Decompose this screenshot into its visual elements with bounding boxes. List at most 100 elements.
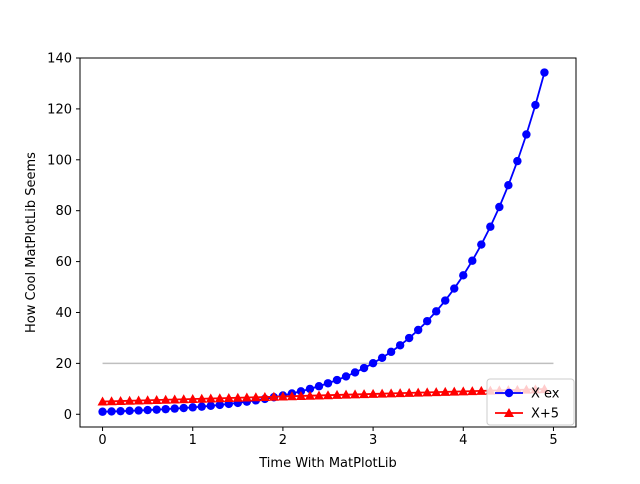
- data-point: [350, 389, 361, 399]
- data-point: [468, 256, 477, 265]
- data-point: [531, 100, 540, 110]
- data-point: [341, 389, 352, 399]
- x-axis-label: Time With MatPlotLib: [258, 456, 396, 471]
- data-point: [277, 391, 288, 401]
- plot-area: [97, 68, 554, 416]
- series-line: [102, 388, 545, 403]
- data-point: [223, 392, 234, 402]
- axis-ticks: 0 1 2 3 4 5 0 20 40 60 80 100 120 140: [47, 52, 557, 449]
- data-point: [295, 390, 306, 400]
- data-point: [359, 389, 370, 399]
- data-point: [413, 325, 423, 335]
- data-point: [404, 333, 414, 343]
- data-point: [432, 307, 441, 316]
- x-tick-label: 5: [549, 433, 557, 448]
- data-point: [187, 394, 198, 404]
- x-tick-label: 0: [98, 433, 106, 448]
- legend-marker: [504, 388, 514, 398]
- data-point: [286, 391, 297, 401]
- legend-label: X+5: [531, 407, 559, 422]
- data-point: [188, 403, 197, 412]
- data-point: [313, 390, 324, 400]
- data-point: [540, 68, 549, 77]
- legend-label: X ex: [531, 387, 560, 402]
- data-point: [441, 296, 450, 305]
- data-point: [214, 393, 225, 403]
- data-point: [151, 395, 162, 405]
- x-tick-label: 2: [279, 433, 287, 448]
- data-point: [395, 388, 406, 398]
- y-tick-label: 40: [55, 306, 72, 321]
- data-point: [124, 395, 135, 405]
- data-point: [359, 363, 369, 373]
- data-point: [241, 392, 252, 402]
- data-point: [314, 382, 324, 391]
- x-tick-label: 3: [369, 433, 377, 448]
- data-point: [449, 386, 460, 396]
- data-point: [178, 394, 189, 404]
- data-point: [332, 389, 343, 399]
- data-point: [341, 372, 351, 381]
- y-tick-label: 140: [47, 52, 72, 67]
- x-tick-label: 4: [459, 433, 467, 448]
- data-point: [368, 388, 379, 398]
- data-point: [197, 402, 206, 411]
- data-point: [215, 400, 224, 410]
- data-point: [522, 130, 531, 139]
- data-point: [116, 406, 125, 416]
- data-point: [377, 388, 388, 398]
- y-tick-label: 0: [64, 408, 72, 423]
- data-point: [350, 368, 360, 377]
- data-point: [458, 386, 469, 396]
- data-point: [422, 387, 433, 397]
- y-tick-label: 20: [55, 357, 72, 372]
- data-point: [323, 390, 333, 400]
- data-point: [440, 386, 451, 396]
- data-point: [504, 180, 513, 190]
- data-point: [106, 396, 117, 406]
- data-point: [268, 391, 279, 401]
- series-x-plus-5: [97, 384, 550, 406]
- data-point: [97, 396, 108, 406]
- data-point: [134, 406, 143, 415]
- data-point: [495, 202, 504, 212]
- axes-frame: [79, 57, 577, 428]
- data-point: [404, 387, 415, 397]
- y-tick-label: 120: [47, 102, 72, 117]
- data-point: [450, 284, 459, 293]
- data-point: [431, 387, 442, 397]
- data-point: [170, 404, 179, 413]
- data-point: [143, 405, 152, 415]
- data-point: [386, 388, 397, 398]
- data-point: [115, 396, 126, 406]
- data-point: [476, 385, 487, 395]
- legend: X ex X+5: [486, 378, 575, 426]
- data-point: [169, 394, 180, 404]
- data-point: [459, 271, 468, 280]
- legend-marker: [504, 408, 514, 417]
- data-point: [133, 395, 144, 405]
- data-point: [206, 401, 215, 411]
- data-point: [125, 406, 134, 416]
- data-point: [250, 392, 261, 402]
- data-point: [323, 379, 333, 388]
- y-tick-label: 60: [55, 255, 72, 270]
- data-point: [377, 353, 387, 362]
- x-tick-label: 1: [189, 433, 197, 448]
- data-point: [332, 375, 342, 385]
- data-point: [304, 390, 315, 400]
- data-point: [386, 347, 396, 357]
- data-point: [152, 405, 161, 414]
- y-tick-label: 100: [47, 153, 72, 168]
- y-axis-label: How Cool MatPlotLib Seems: [24, 152, 39, 333]
- data-point: [513, 156, 522, 166]
- data-point: [161, 404, 170, 414]
- data-point: [477, 240, 486, 249]
- data-point: [395, 341, 405, 350]
- data-point: [486, 222, 495, 231]
- data-point: [196, 393, 207, 403]
- data-point: [467, 386, 478, 396]
- data-point: [305, 384, 315, 394]
